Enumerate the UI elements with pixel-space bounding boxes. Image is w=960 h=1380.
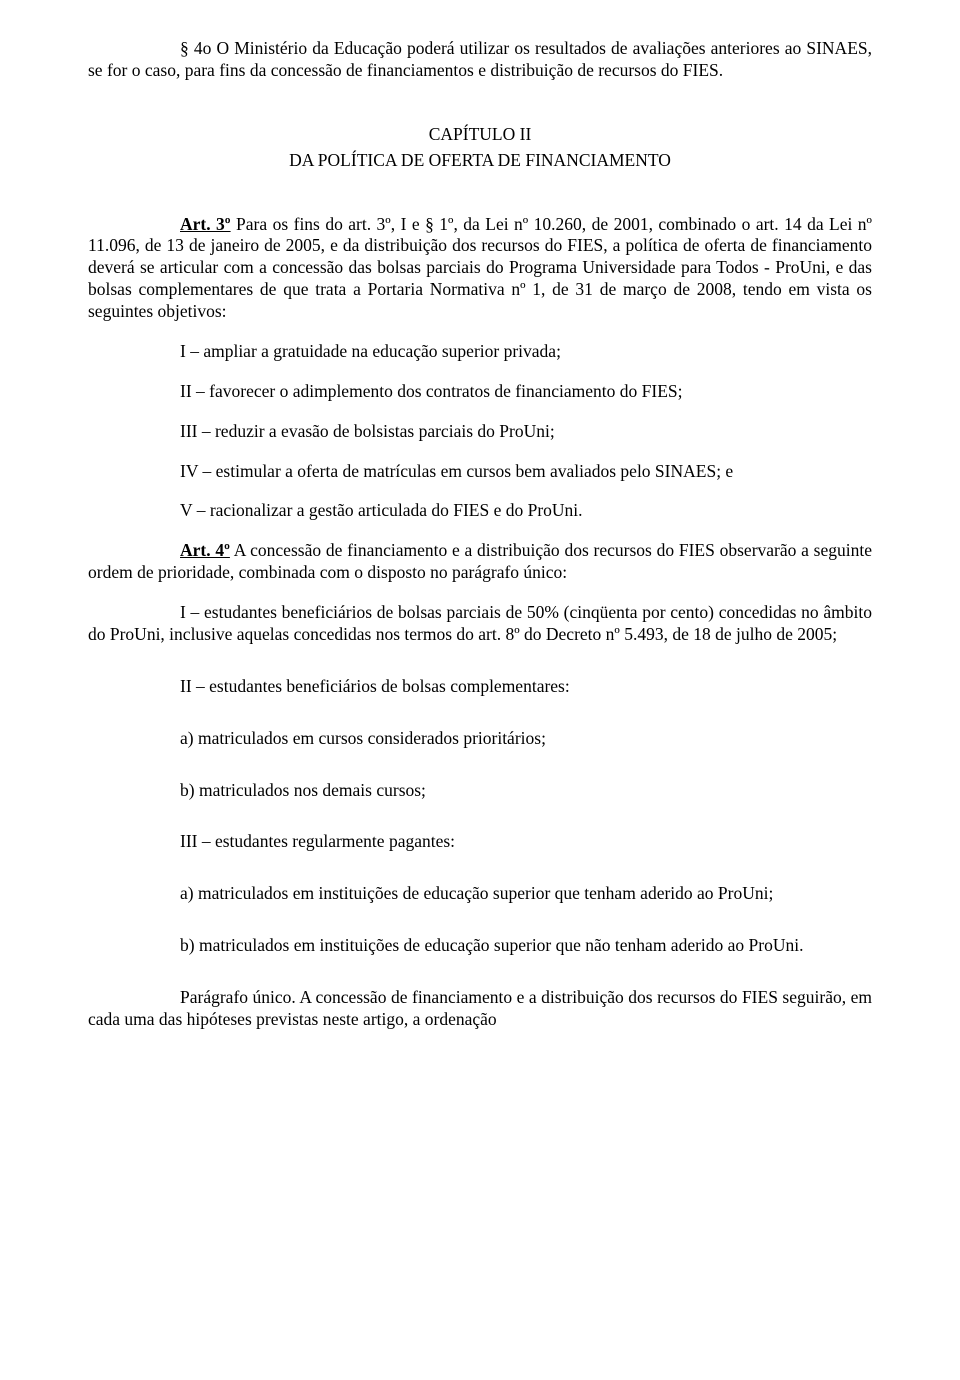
art3-item-3: III – reduzir a evasão de bolsistas parc… [88, 421, 872, 443]
art-4-body: Art. 4º A concessão de financiamento e a… [88, 540, 872, 584]
art3-item-5: V – racionalizar a gestão articulada do … [88, 500, 872, 522]
art-4-label: Art. 4º [180, 540, 230, 560]
art4-item-3b: b) matriculados em instituições de educa… [88, 935, 872, 957]
art4-item-3: III – estudantes regularmente pagantes: [88, 831, 872, 853]
art-3-label: Art. 3º [180, 214, 231, 234]
art4-item-2: II – estudantes beneficiários de bolsas … [88, 676, 872, 698]
art3-item-4: IV – estimular a oferta de matrículas em… [88, 461, 872, 483]
chapter-number: CAPÍTULO II [88, 124, 872, 146]
chapter-title: DA POLÍTICA DE OFERTA DE FINANCIAMENTO [88, 150, 872, 172]
art4-item-2b: b) matriculados nos demais cursos; [88, 780, 872, 802]
art-3-body: Art. 3º Para os fins do art. 3º, I e § 1… [88, 214, 872, 323]
art4-item-3a: a) matriculados em instituições de educa… [88, 883, 872, 905]
chapter-heading: CAPÍTULO II DA POLÍTICA DE OFERTA DE FIN… [88, 124, 872, 172]
art3-item-1: I – ampliar a gratuidade na educação sup… [88, 341, 872, 363]
art4-item-1: I – estudantes beneficiários de bolsas p… [88, 602, 872, 646]
art4-item-2a: a) matriculados em cursos considerados p… [88, 728, 872, 750]
paragraph-4o: § 4o O Ministério da Educação poderá uti… [88, 38, 872, 82]
art4-paragrafo-unico: Parágrafo único. A concessão de financia… [88, 987, 872, 1031]
art3-item-2: II – favorecer o adimplemento dos contra… [88, 381, 872, 403]
